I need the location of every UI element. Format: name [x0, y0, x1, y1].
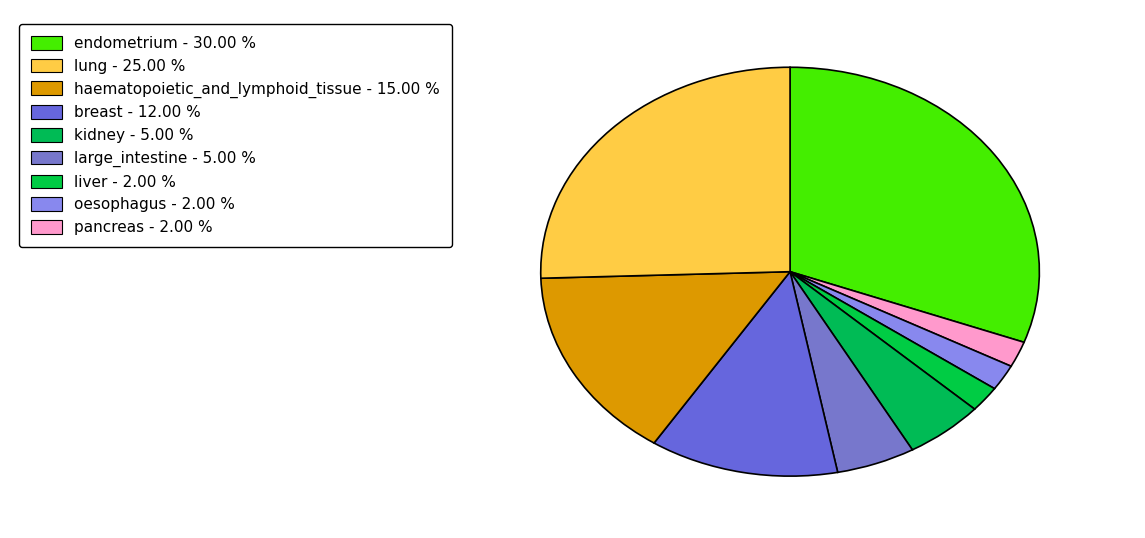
Wedge shape	[790, 272, 974, 450]
Wedge shape	[790, 272, 913, 472]
Wedge shape	[790, 272, 1011, 388]
Wedge shape	[654, 272, 838, 476]
Wedge shape	[540, 67, 790, 278]
Wedge shape	[540, 272, 790, 443]
Wedge shape	[790, 272, 995, 409]
Wedge shape	[790, 272, 1024, 366]
Legend: endometrium - 30.00 %, lung - 25.00 %, haematopoietic_and_lymphoid_tissue - 15.0: endometrium - 30.00 %, lung - 25.00 %, h…	[19, 24, 452, 247]
Wedge shape	[790, 67, 1040, 342]
